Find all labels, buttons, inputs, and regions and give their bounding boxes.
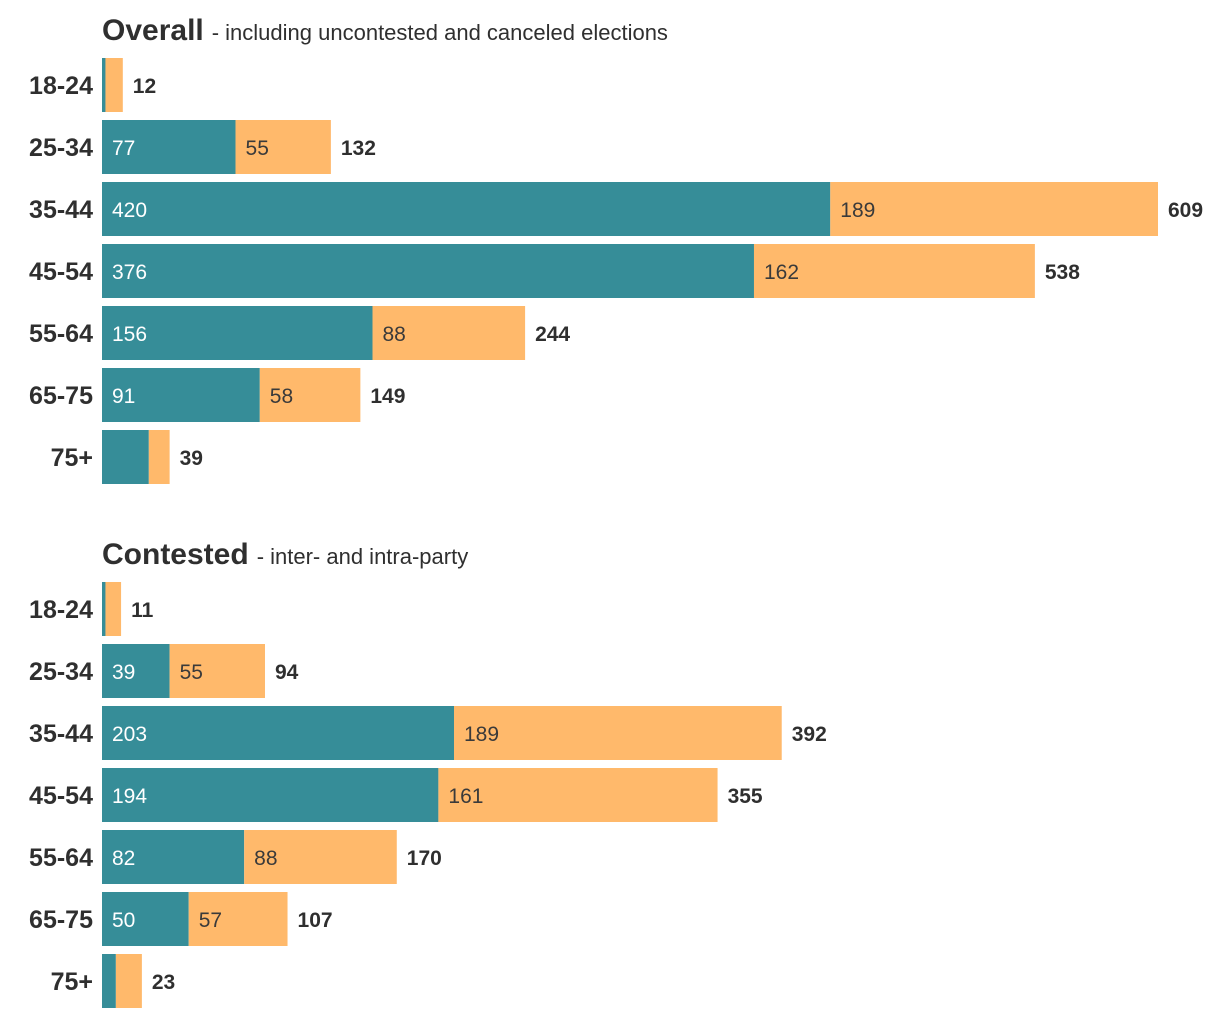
- segment-label-a: 77: [112, 137, 135, 160]
- bar-segment-b: [753, 244, 1035, 298]
- total-label: 392: [792, 723, 827, 746]
- category-label: 75+: [51, 968, 93, 996]
- bar-segment-a: [102, 306, 373, 360]
- category-label: 75+: [51, 444, 93, 472]
- bar-segment-a: [102, 582, 106, 636]
- total-label: 244: [535, 323, 570, 346]
- bar-segment-b: [235, 120, 331, 174]
- bar-segment-a: [102, 430, 149, 484]
- bar-segment-a: [102, 768, 439, 822]
- total-label: 132: [341, 137, 376, 160]
- bar-segment-b: [105, 582, 122, 636]
- bar-segment-b: [148, 430, 170, 484]
- bar-segment-a: [102, 954, 116, 1008]
- segment-label-a: 91: [112, 385, 135, 408]
- bar-segment-b: [830, 182, 1158, 236]
- category-label: 35-44: [29, 196, 93, 224]
- segment-label-a: 420: [112, 199, 147, 222]
- chart-group-overall: Overall - including uncontested and cance…: [29, 14, 1203, 484]
- segment-label-b: 161: [448, 785, 483, 808]
- total-label: 94: [275, 661, 299, 684]
- segment-label-b: 88: [254, 847, 277, 870]
- segment-label-b: 55: [246, 137, 269, 160]
- segment-label-b: 88: [383, 323, 406, 346]
- bar-segment-a: [102, 830, 245, 884]
- segment-label-a: 50: [112, 909, 135, 932]
- total-label: 12: [133, 75, 156, 98]
- segment-label-b: 189: [464, 723, 499, 746]
- category-label: 65-75: [29, 906, 93, 934]
- bar-segment-a: [102, 706, 454, 760]
- chart-group-contested: Contested - inter- and intra-party 18-24 11…: [29, 538, 827, 1008]
- segment-label-b: 57: [199, 909, 222, 932]
- total-label: 149: [370, 385, 405, 408]
- category-label: 45-54: [29, 782, 93, 810]
- total-label: 23: [152, 971, 175, 994]
- category-label: 25-34: [29, 658, 93, 686]
- category-label: 35-44: [29, 720, 93, 748]
- total-label: 39: [180, 447, 203, 470]
- bar-segment-a: [102, 368, 260, 422]
- bar-segment-b: [454, 706, 782, 760]
- category-label: 25-34: [29, 134, 93, 162]
- category-label: 18-24: [29, 72, 93, 100]
- chart-subtitle: - including uncontested and canceled ele…: [212, 20, 668, 45]
- bar-segment-a: [102, 892, 189, 946]
- segment-label-a: 82: [112, 847, 135, 870]
- bar-segment-b: [105, 58, 123, 112]
- category-label: 55-64: [29, 844, 93, 872]
- segment-label-b: 189: [840, 199, 875, 222]
- bar-segment-b: [438, 768, 718, 822]
- chart-title: Overall: [102, 14, 204, 47]
- segment-label-b: 162: [764, 261, 799, 284]
- total-label: 11: [131, 599, 154, 622]
- chart-subtitle: - inter- and intra-party: [257, 544, 469, 569]
- bar-segment-b: [188, 892, 288, 946]
- category-label: 65-75: [29, 382, 93, 410]
- bar-segment-a: [102, 58, 106, 112]
- category-label: 55-64: [29, 320, 93, 348]
- segment-label-a: 376: [112, 261, 147, 284]
- segment-label-b: 55: [180, 661, 203, 684]
- bar-segment-a: [102, 182, 831, 236]
- total-label: 538: [1045, 261, 1080, 284]
- segment-label-a: 203: [112, 723, 147, 746]
- bar-segment-b: [372, 306, 526, 360]
- total-label: 609: [1168, 199, 1203, 222]
- total-label: 355: [728, 785, 763, 808]
- bar-segment-b: [244, 830, 397, 884]
- chart-title: Contested: [102, 538, 249, 571]
- bar-segment-a: [102, 120, 236, 174]
- bar-segment-b: [115, 954, 142, 1008]
- segment-label-b: 58: [270, 385, 293, 408]
- bar-segment-a: [102, 644, 170, 698]
- category-label: 45-54: [29, 258, 93, 286]
- total-label: 170: [407, 847, 442, 870]
- bar-segment-a: [102, 244, 754, 298]
- segment-label-a: 156: [112, 323, 147, 346]
- bar-segment-b: [259, 368, 361, 422]
- total-label: 107: [298, 909, 333, 932]
- segment-label-a: 39: [112, 661, 135, 684]
- category-label: 18-24: [29, 596, 93, 624]
- bar-segment-b: [169, 644, 265, 698]
- segment-label-a: 194: [112, 785, 147, 808]
